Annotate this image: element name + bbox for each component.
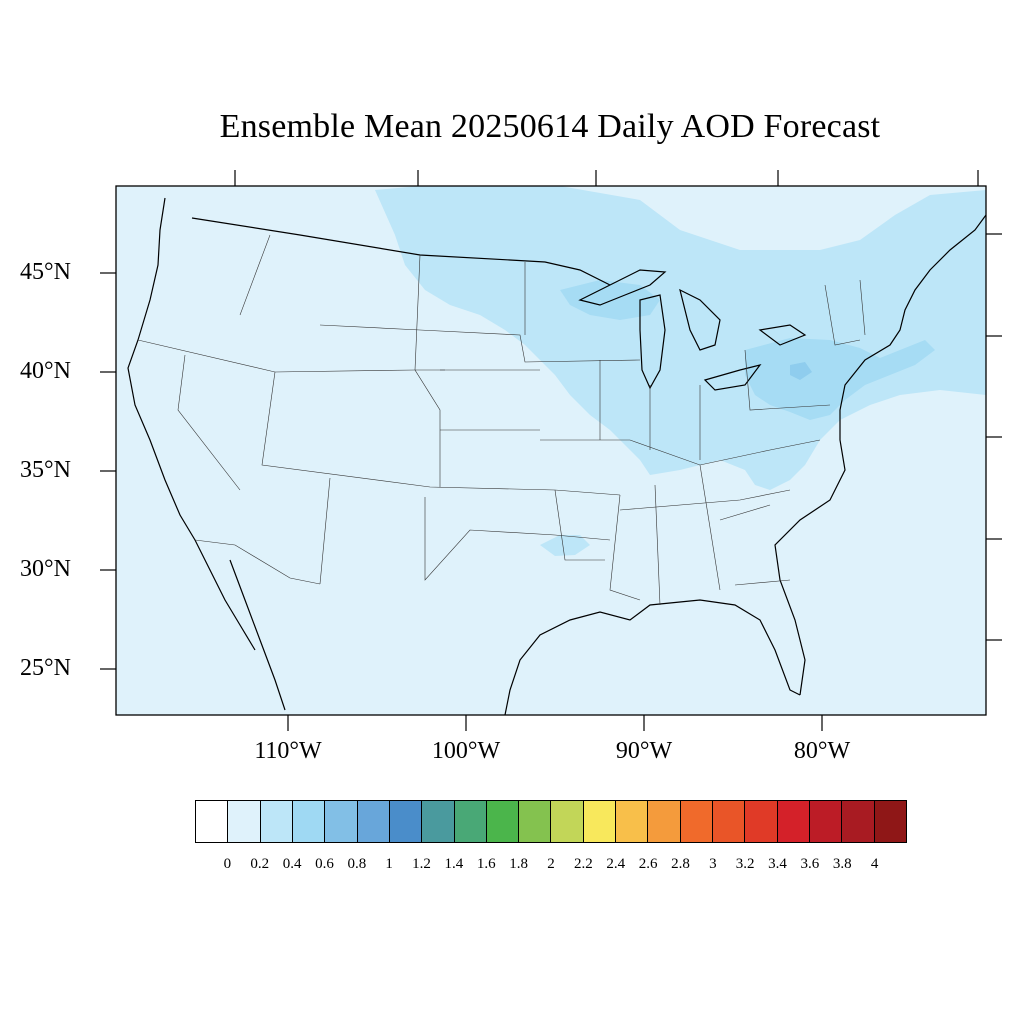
colorbar-swatch xyxy=(551,801,584,842)
colorbar-swatch xyxy=(777,801,810,842)
colorbar-swatch xyxy=(809,801,843,842)
colorbar xyxy=(195,800,907,843)
lat-label-25: 25°N xyxy=(20,655,71,681)
colorbar-label: 0.8 xyxy=(347,856,367,872)
colorbar-swatch xyxy=(260,801,293,842)
lon-label-110: 110°W xyxy=(254,738,322,764)
colorbar-label: 2.6 xyxy=(638,856,658,872)
colorbar-label: 3.6 xyxy=(800,856,820,872)
colorbar-label: 2.8 xyxy=(671,856,690,872)
lat-label-35: 35°N xyxy=(20,457,71,483)
colorbar-label: 3.4 xyxy=(768,856,787,872)
colorbar-swatch xyxy=(874,801,906,842)
map-title: Ensemble Mean 20250614 Daily AOD Forecas… xyxy=(219,108,881,145)
lon-label-90: 90°W xyxy=(615,738,673,764)
lat-label-45: 45°N xyxy=(20,259,71,285)
colorbar-label: 1 xyxy=(385,856,393,872)
colorbar-swatch xyxy=(292,801,326,842)
colorbar-swatch xyxy=(422,801,455,842)
colorbar-swatch xyxy=(842,801,875,842)
colorbar-swatch xyxy=(745,801,778,842)
coastlines xyxy=(127,197,987,716)
colorbar-label: 0.2 xyxy=(250,856,270,872)
colorbar-label: 0.6 xyxy=(315,856,334,872)
colorbar-label: 2.4 xyxy=(606,856,626,872)
lat-label-40: 40°N xyxy=(20,358,71,384)
colorbar-label: 4 xyxy=(870,856,879,872)
colorbar-label: 2 xyxy=(547,856,555,872)
lat-label-30: 30°N xyxy=(20,556,71,582)
aod-plume-core xyxy=(560,280,935,420)
colorbar-swatch xyxy=(583,801,617,842)
colorbar-label: 1.8 xyxy=(509,856,528,872)
map-frame xyxy=(115,185,987,716)
colorbar-swatch xyxy=(648,801,681,842)
colorbar-swatch xyxy=(519,801,552,842)
colorbar-label: 3.2 xyxy=(735,856,755,872)
colorbar-label: 1.4 xyxy=(444,856,464,872)
colorbar-label: 3.8 xyxy=(832,856,852,872)
colorbar-label: 1.6 xyxy=(476,856,496,872)
colorbar-swatch xyxy=(713,801,746,842)
lon-label-100: 100°W xyxy=(431,738,501,764)
colorbar-label: 0.4 xyxy=(282,856,302,872)
colorbar-swatch xyxy=(357,801,390,842)
lon-label-80: 80°W xyxy=(793,738,851,764)
colorbar-swatch xyxy=(616,801,649,842)
colorbar-swatch xyxy=(454,801,487,842)
colorbar-swatch xyxy=(680,801,713,842)
aod-plume xyxy=(375,186,986,556)
colorbar-label: 1.2 xyxy=(412,856,431,872)
state-boundaries xyxy=(137,234,866,606)
colorbar-swatch xyxy=(196,801,229,842)
colorbar-swatch xyxy=(389,801,423,842)
colorbar-swatch xyxy=(325,801,358,842)
colorbar-label: 3 xyxy=(709,856,717,872)
colorbar-swatch xyxy=(228,801,261,842)
map-ticks xyxy=(100,170,1002,731)
colorbar-label: 2.2 xyxy=(573,856,593,872)
colorbar-label: 0 xyxy=(223,856,232,872)
colorbar-swatch xyxy=(486,801,520,842)
